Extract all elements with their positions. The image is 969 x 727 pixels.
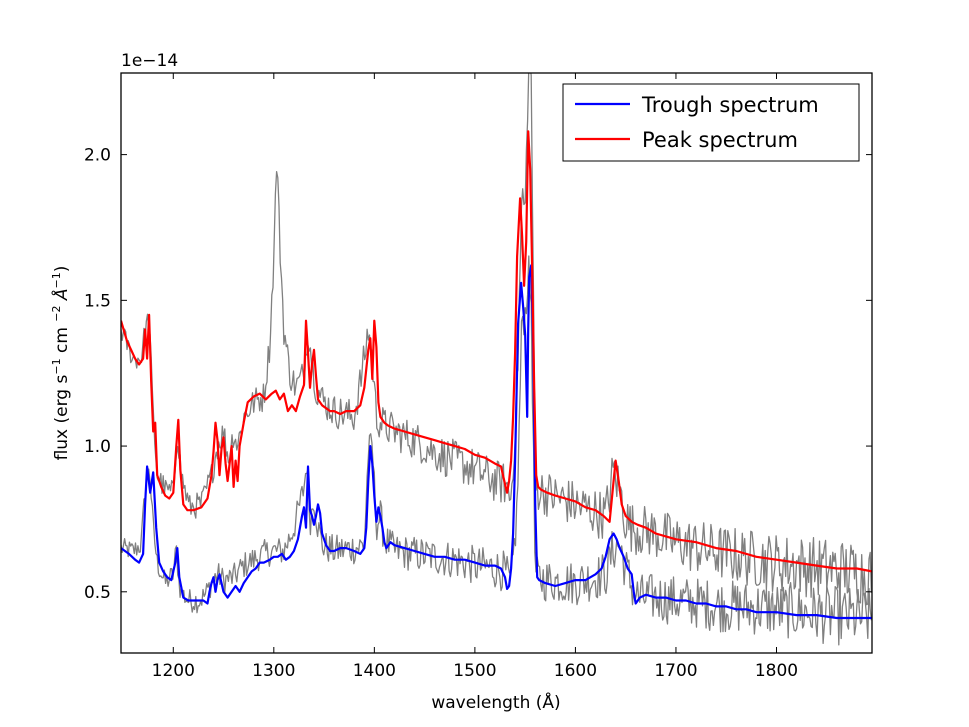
series-layer — [121, 73, 872, 646]
series-line-peak-spectrum — [121, 130, 872, 573]
x-tick-label: 1800 — [755, 661, 798, 681]
series-line-observed-trough-noisy — [121, 255, 872, 646]
x-tick-label: 1300 — [252, 661, 295, 681]
x-tick-label: 1700 — [654, 661, 697, 681]
y-label-main: flux (erg s — [52, 374, 72, 460]
legend-box — [562, 83, 860, 162]
x-tick-label: 1500 — [453, 661, 496, 681]
y-axis-label: flux (erg s−1 cm −2 Å−1) — [50, 266, 72, 461]
y-label-sup1: −1 — [50, 358, 63, 374]
y-label-unit: Å — [50, 288, 72, 305]
y-label-close: ) — [52, 266, 72, 273]
plot-frame — [120, 72, 873, 654]
legend: Trough spectrum Peak spectrum — [562, 83, 860, 162]
y-label-mid: cm — [52, 322, 72, 359]
x-tick-label: 1600 — [554, 661, 597, 681]
x-axis-label: wavelength (Å) — [431, 691, 560, 713]
y-tick-label: 2.0 — [84, 146, 111, 166]
y-tick-label: 1.5 — [84, 291, 111, 311]
y-tick-label: 0.5 — [84, 583, 111, 603]
ticks-layer: 1200 1300 1400 1500 1600 1700 1800 0.5 1.0 1.5 2.0 — [84, 73, 872, 681]
legend-label-trough: Trough spectrum — [641, 93, 819, 117]
y-tick-label: 1.0 — [84, 437, 111, 457]
legend-label-peak: Peak spectrum — [642, 128, 798, 152]
y-label-sup3: −1 — [50, 272, 63, 288]
offset-text: 1e−14 — [121, 51, 178, 71]
x-tick-label: 1400 — [353, 661, 396, 681]
x-tick-label: 1200 — [152, 661, 195, 681]
y-label-sup2: −2 — [50, 305, 63, 321]
series-line-trough-spectrum — [121, 264, 872, 620]
